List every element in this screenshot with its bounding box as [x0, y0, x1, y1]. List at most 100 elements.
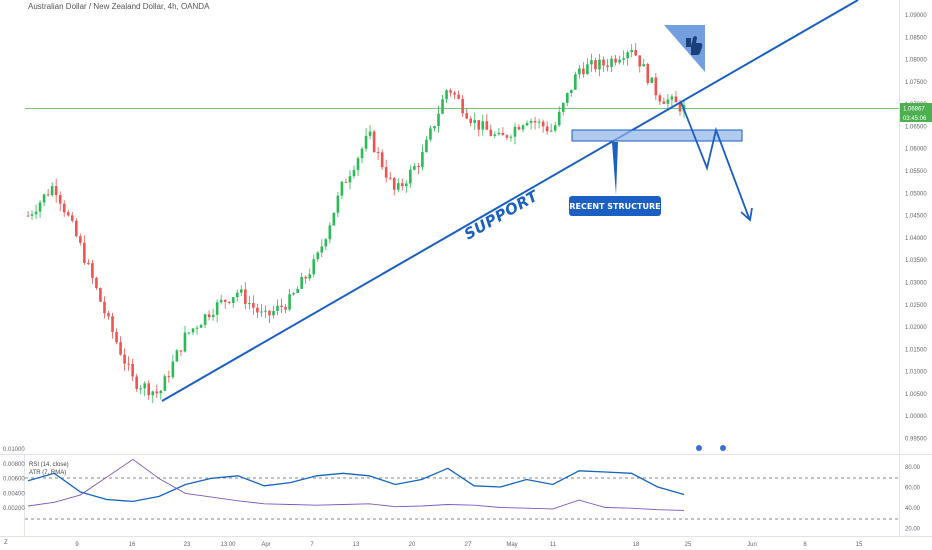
candle-body	[445, 90, 448, 100]
atr-tick-label: 0.00400	[3, 491, 25, 497]
candle-body	[332, 212, 336, 226]
candle-body	[646, 64, 650, 84]
candle-body	[280, 305, 283, 308]
price-tick-label: 1.09000	[905, 13, 927, 19]
candle-body	[211, 314, 215, 318]
candle-body	[260, 311, 263, 313]
chart-title: Australian Dollar / New Zealand Dollar, …	[28, 2, 210, 11]
candle-body	[70, 215, 74, 221]
time-tick-label: 7	[310, 542, 314, 548]
candle-body	[582, 68, 585, 75]
candle-body	[409, 169, 412, 184]
candle-body	[553, 125, 557, 131]
candle-body	[376, 151, 380, 153]
candle-body	[147, 383, 151, 396]
price-tick-label: 1.08000	[905, 58, 927, 64]
price-tick-label: 1.04500	[905, 214, 927, 220]
candle-body	[525, 122, 529, 126]
candle-body	[219, 299, 223, 303]
candle-body	[54, 186, 58, 196]
structure-label-box[interactable]	[569, 196, 661, 216]
candle-body	[195, 327, 199, 329]
candle-body	[417, 166, 420, 168]
candle-body	[441, 99, 444, 114]
atr-tick-label: 0.00600	[3, 477, 25, 483]
candle-body	[151, 391, 155, 396]
candle-body	[457, 94, 460, 99]
candle-body	[119, 342, 122, 355]
time-tick-label: 15	[856, 542, 863, 548]
candle-body	[557, 111, 561, 126]
candle-body	[598, 59, 601, 70]
candle-body	[618, 59, 621, 63]
candle-body	[83, 242, 86, 263]
candle-body	[574, 74, 577, 90]
candle-body	[461, 98, 464, 114]
support-trendline[interactable]	[161, 0, 859, 402]
candle-body	[34, 211, 38, 215]
atr-legend[interactable]: ATR (7, RMA)	[29, 470, 66, 476]
candle-body	[135, 376, 138, 389]
rsi-legend[interactable]: RSI (14, close)	[29, 462, 69, 468]
candle-body	[594, 60, 597, 70]
candle-body	[622, 58, 625, 60]
time-tick-label: 23	[184, 542, 191, 548]
countdown-label: 03:45:06	[903, 116, 927, 122]
candle-body	[384, 167, 388, 178]
atr-tick-label: 0.01000	[3, 447, 25, 453]
thumbs-up-icon[interactable]	[664, 25, 705, 72]
candle-body	[179, 350, 183, 352]
candle-body	[501, 132, 505, 136]
candle-body	[477, 120, 481, 130]
candle-body	[42, 194, 46, 203]
rsi-tick-label: 20.00	[905, 527, 921, 533]
candle-body	[352, 169, 356, 177]
structure-zone[interactable]	[571, 129, 743, 142]
candle-body	[235, 292, 239, 298]
time-tick-label: May	[506, 542, 517, 548]
candle-body	[469, 118, 472, 123]
candle-body	[256, 307, 259, 313]
candle-body	[400, 183, 404, 187]
candle-body	[79, 236, 82, 243]
candle-body	[449, 90, 452, 93]
candle-body	[429, 128, 432, 140]
time-axis[interactable]: 9 16 23 13:00 Apr 7 13 20 27 May 11 18 25 Jun 8 15	[75, 542, 863, 548]
candle-body	[372, 131, 376, 152]
candle-body	[38, 202, 42, 212]
candle-body	[207, 314, 211, 318]
candle-body	[405, 183, 408, 187]
candle-body	[545, 126, 549, 132]
price-tick-label: 1.04000	[905, 236, 927, 242]
candle-body	[650, 77, 654, 84]
event-marker-icon[interactable]	[696, 445, 702, 451]
candle-body	[328, 225, 332, 240]
time-tick-label: 16	[129, 542, 136, 548]
price-tick-label: 1.00500	[905, 392, 927, 398]
candle-body	[175, 350, 179, 362]
candle-body	[312, 259, 316, 275]
candle-body	[634, 49, 638, 56]
candle-body	[316, 252, 320, 260]
candle-body	[606, 65, 609, 67]
candle-body	[670, 96, 674, 100]
candle-body	[288, 294, 291, 310]
price-tick-label: 1.05500	[905, 169, 927, 175]
candle-body	[465, 113, 468, 119]
candle-body	[50, 186, 54, 196]
candle-body	[368, 131, 372, 136]
event-marker-icon[interactable]	[720, 445, 726, 451]
candle-body	[276, 305, 279, 312]
candle-body	[167, 376, 171, 378]
price-tick-label: 1.01500	[905, 347, 927, 353]
candle-body	[674, 96, 678, 103]
candle-body	[425, 139, 428, 153]
price-tick-label: 1.05000	[905, 191, 927, 197]
candle-body	[513, 126, 517, 137]
candle-body	[602, 59, 605, 66]
candle-body	[380, 152, 384, 168]
candle-body	[578, 68, 581, 75]
candle-body	[360, 148, 364, 159]
